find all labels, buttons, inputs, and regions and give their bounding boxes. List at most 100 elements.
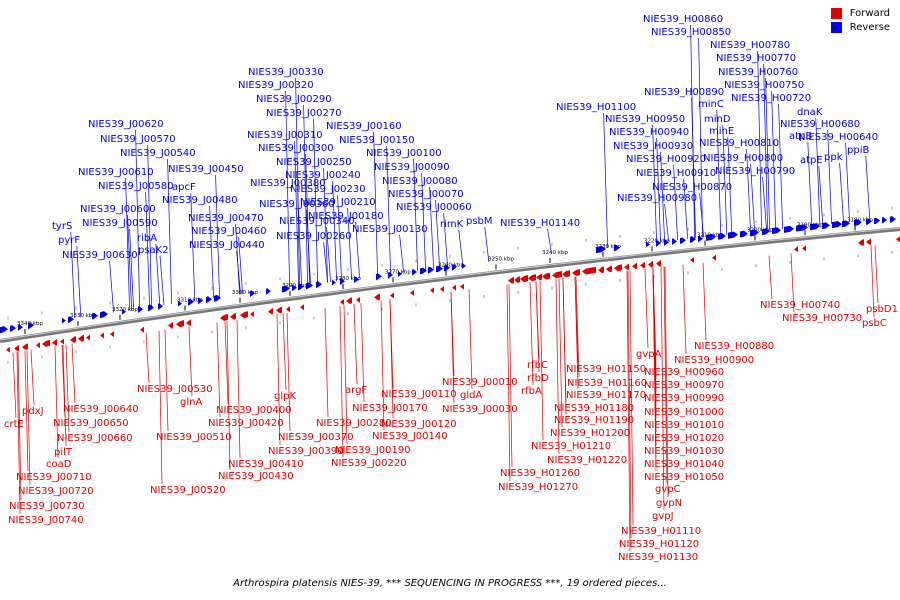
- forward-gene-label: NIES39_H01210: [531, 441, 611, 452]
- kbp-tick-label: 3300 kbp: [232, 290, 258, 296]
- reverse-gene-label: NIES39_J00440: [189, 240, 265, 251]
- reverse-gene-arrow: [292, 284, 297, 292]
- forward-gene-label: NIES39_H00740: [760, 300, 840, 311]
- legend-forward: Forward: [830, 8, 890, 19]
- kbp-tick-label: 3250 kbp: [488, 256, 514, 262]
- label-leader: [660, 267, 665, 511]
- reverse-gene-label: NIES39_J00450: [168, 164, 244, 175]
- forward-gene-label: NIES39_J00520: [150, 485, 226, 496]
- label-leader: [727, 136, 733, 235]
- forward-gene-label: psbC: [862, 318, 887, 329]
- reverse-gene-label: NIES39_H00770: [716, 53, 796, 64]
- reverse-gene-arrow: [206, 296, 212, 304]
- forward-gene-label: rfbD: [527, 373, 549, 384]
- reverse-gene-label: NIES39_J00310: [247, 130, 323, 141]
- forward-gene-arrow: [42, 339, 50, 347]
- label-leader: [159, 255, 165, 306]
- reverse-gene-label: NIES39_J00340: [279, 216, 355, 227]
- label-leader: [765, 77, 770, 231]
- reverse-gene-label: NIES39_J00380: [250, 178, 326, 189]
- reverse-gene-arrow: [188, 298, 194, 306]
- label-leader: [70, 231, 76, 319]
- label-leader: [135, 129, 140, 309]
- forward-gene-arrow: [640, 261, 645, 269]
- reverse-gene-arrow: [890, 216, 896, 223]
- label-leader: [26, 350, 31, 486]
- label-leader: [294, 140, 299, 287]
- label-leader: [297, 188, 302, 286]
- legend-reverse-label: Reverse: [849, 22, 890, 33]
- forward-gene-arrow: [690, 256, 694, 263]
- label-leader: [663, 266, 668, 484]
- forward-gene-arrow: [542, 272, 550, 280]
- label-leader: [558, 278, 563, 428]
- reverse-gene-arrow: [148, 304, 154, 312]
- label-leader: [771, 90, 776, 230]
- forward-gene-arrow: [230, 312, 236, 320]
- forward-gene-arrow: [528, 274, 536, 282]
- reverse-gene-arrow: [332, 279, 336, 286]
- forward-gene-arrow: [606, 265, 612, 273]
- forward-gene-arrow: [572, 269, 580, 276]
- forward-gene-label: NIES39_J00110: [381, 389, 457, 400]
- forward-gene-label: NIES39_H01170: [566, 390, 646, 401]
- reverse-gene-label: minD: [704, 114, 731, 125]
- reverse-gene-label: NIES39_J00240: [285, 170, 361, 181]
- label-leader: [664, 203, 669, 242]
- reverse-gene-arrow: [18, 324, 23, 331]
- forward-gene-label: NIES39_H00900: [674, 355, 754, 366]
- forward-gene-label: NIES39_J00170: [352, 403, 428, 414]
- label-leader: [373, 131, 378, 276]
- label-leader: [484, 226, 490, 262]
- reverse-gene-arrow: [874, 217, 880, 225]
- label-leader: [807, 141, 813, 226]
- kbp-tick-label: 3320 kbp: [112, 307, 138, 313]
- forward-gene-label: glnA: [180, 397, 202, 408]
- kbp-tick-label: 3230 kbp: [595, 244, 621, 250]
- label-leader: [303, 104, 308, 286]
- forward-gene-label: argF: [345, 385, 367, 396]
- forward-gene-arrow: [86, 334, 90, 341]
- reverse-gene-label: apcF: [172, 182, 196, 193]
- forward-gene-arrow: [390, 291, 394, 299]
- forward-gene-label: NIES39_J00140: [372, 431, 448, 442]
- forward-gene-arrow: [250, 310, 254, 318]
- forward-gene-label: NIES39_H01190: [554, 415, 634, 426]
- label-leader: [818, 165, 824, 225]
- forward-gene-arrow: [140, 326, 144, 333]
- reverse-gene-label: NIES39_J00460: [191, 226, 267, 237]
- forward-gene-arrow: [60, 337, 64, 345]
- kbp-tick-label: 3260 kbp: [438, 263, 464, 269]
- forward-gene-label: gvpJ: [652, 511, 674, 522]
- reverse-gene-arrow: [706, 233, 716, 241]
- reverse-gene-arrow: [740, 230, 748, 238]
- label-leader: [380, 300, 385, 431]
- label-leader: [355, 221, 360, 279]
- reverse-gene-label: NIES39_H01100: [556, 102, 636, 113]
- label-leader: [839, 162, 844, 223]
- label-leader: [209, 205, 214, 299]
- forward-gene-label: NIES39_H01040: [644, 459, 724, 470]
- reverse-gene-arrow: [428, 266, 434, 274]
- reverse-gene-arrow: [198, 297, 203, 305]
- reverse-gene-label: NIES39_J00260: [276, 231, 352, 242]
- label-leader: [295, 77, 300, 287]
- reverse-gene-label: NIES39_J00580: [98, 181, 174, 192]
- forward-gene-label: NIES39_H00730: [782, 313, 862, 324]
- forward-gene-label: NIES39_J00430: [218, 471, 294, 482]
- reverse-gene-arrow: [718, 232, 726, 240]
- forward-gene-label: NIES39_J00640: [63, 404, 139, 415]
- forward-gene-label: NIES39_H01030: [644, 446, 724, 457]
- label-leader: [535, 281, 540, 373]
- label-leader: [389, 299, 394, 419]
- reverse-gene-arrow: [854, 219, 862, 226]
- forward-gene-label: NIES39_H01200: [550, 428, 630, 439]
- kbp-tick-label: 3290 kbp: [282, 283, 308, 289]
- reverse-gene-label: atpB: [789, 131, 812, 142]
- forward-gene-label: NIES39_J00720: [18, 486, 94, 497]
- label-leader: [167, 158, 172, 304]
- label-leader: [62, 344, 67, 447]
- forward-gene-label: crtE: [4, 419, 24, 430]
- label-leader: [626, 270, 631, 552]
- reverse-gene-label: NIES39_H00950: [605, 114, 685, 125]
